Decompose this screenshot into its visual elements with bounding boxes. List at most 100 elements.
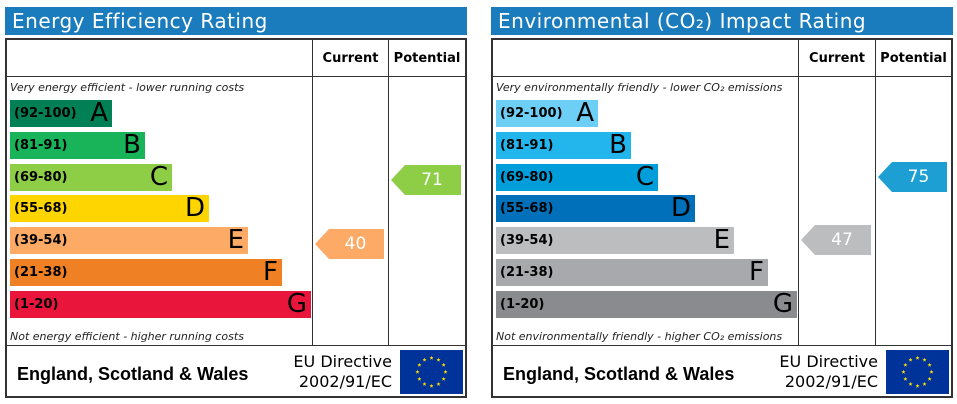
eu-star-icon (422, 357, 427, 362)
eu-star-icon (429, 355, 434, 360)
band-range-label: (69-80) (14, 169, 68, 185)
footer-divider (7, 345, 465, 346)
rating-band-f: (21-38) F (496, 257, 768, 287)
eu-star-icon (927, 376, 932, 381)
rating-band-e: (39-54) E (10, 225, 248, 256)
column-divider (388, 40, 389, 345)
band-range-label: (81-91) (500, 137, 554, 153)
eu-star-icon (922, 381, 927, 386)
band-range-label: (39-54) (500, 233, 554, 249)
eu-directive: EU Directive 2002/91/EC (768, 352, 878, 392)
rating-arrow-shape (391, 164, 461, 195)
band-letter-label: B (123, 129, 141, 160)
rating-band-d: (55-68) D (496, 193, 695, 224)
band-letter-label: D (670, 193, 691, 224)
band-range-label: (21-38) (500, 265, 554, 280)
eu-star-icon (929, 369, 934, 374)
column-divider (875, 40, 876, 345)
header-divider (7, 76, 465, 77)
band-letter-label: C (635, 161, 654, 192)
column-header-potential: Potential (393, 51, 461, 66)
footer-country: England, Scotland & Wales (17, 364, 249, 384)
band-range-label: (69-80) (500, 169, 554, 185)
band-range-label: (81-91) (14, 137, 68, 153)
band-letter-label: E (227, 225, 244, 256)
band-letter-label: E (713, 225, 730, 256)
eu-star-icon (915, 355, 920, 360)
rating-band-a: (92-100) A (496, 98, 598, 128)
band-letter-label: A (576, 98, 594, 128)
band-letter-label: F (263, 257, 278, 287)
footer-country: England, Scotland & Wales (503, 364, 735, 384)
band-range-label: (55-68) (14, 201, 68, 217)
eu-star-icon (415, 369, 420, 374)
top-note: Very energy efficient - lower running co… (10, 81, 245, 94)
band-letter-label: F (749, 257, 764, 287)
eu-star-icon (901, 369, 906, 374)
rating-arrow-shape (878, 161, 947, 192)
eu-star-icon (915, 383, 920, 388)
rating-arrow-current: 47 (801, 225, 871, 256)
eu-flag-icon (400, 350, 463, 394)
column-header-current: Current (322, 51, 379, 66)
eu-directive: EU Directive 2002/91/EC (282, 352, 392, 392)
band-range-label: (92-100) (500, 106, 563, 121)
rating-arrow-shape (801, 225, 871, 256)
eu-star-icon (927, 362, 932, 367)
bottom-note: Not energy efficient - higher running co… (10, 330, 244, 343)
band-range-label: (92-100) (14, 106, 77, 121)
environmental-impact-chart: Environmental (CO₂) Impact Rating Curren… (491, 0, 953, 404)
band-range-label: (21-38) (14, 265, 68, 280)
band-range-label: (39-54) (14, 233, 68, 249)
eu-directive-line1: EU Directive (293, 352, 392, 371)
rating-arrow-potential: 75 (878, 161, 947, 192)
eu-star-icon (436, 357, 441, 362)
eu-star-icon (443, 369, 448, 374)
band-range-label: (1-20) (14, 296, 59, 312)
rating-arrow-value: 47 (831, 230, 853, 251)
eu-star-icon (908, 381, 913, 386)
rating-band-e: (39-54) E (496, 225, 734, 256)
top-note: Very environmentally friendly - lower CO… (496, 81, 783, 94)
band-letter-label: B (609, 129, 627, 160)
band-letter-label: C (149, 161, 168, 192)
eu-star-icon (441, 362, 446, 367)
eu-star-icon (903, 376, 908, 381)
rating-band-b: (81-91) B (10, 129, 145, 160)
rating-band-g: (1-20) G (10, 288, 311, 319)
rating-arrow-value: 40 (344, 234, 367, 255)
energy-efficiency-chart: Energy Efficiency Rating Current Potenti… (5, 0, 467, 404)
eu-star-icon (429, 383, 434, 388)
footer-divider (493, 345, 951, 346)
band-letter-label: G (772, 288, 793, 319)
eu-star-icon (436, 381, 441, 386)
chart-title: Environmental (CO₂) Impact Rating (491, 7, 953, 35)
eu-star-icon (441, 376, 446, 381)
band-letter-label: A (90, 98, 108, 128)
chart-title: Energy Efficiency Rating (5, 7, 467, 35)
eu-star-icon (417, 376, 422, 381)
rating-band-f: (21-38) F (10, 257, 282, 287)
rating-band-d: (55-68) D (10, 193, 209, 224)
rating-arrow-value: 75 (907, 166, 930, 187)
eu-directive-line2: 2002/91/EC (784, 372, 878, 391)
chart-frame: Current Potential Very energy efficient … (5, 38, 467, 398)
column-header-potential: Potential (880, 51, 947, 66)
rating-band-c: (69-80) C (10, 161, 172, 192)
rating-band-c: (69-80) C (496, 161, 658, 192)
band-range-label: (1-20) (500, 296, 545, 312)
band-letter-label: G (286, 288, 307, 319)
rating-arrow-shape (315, 229, 384, 260)
eu-flag-icon (886, 350, 949, 394)
chart-frame: Current Potential Very environmentally f… (491, 38, 953, 398)
eu-star-icon (417, 362, 422, 367)
eu-directive-line2: 2002/91/EC (298, 372, 392, 391)
rating-band-b: (81-91) B (496, 129, 631, 160)
column-divider (312, 40, 313, 345)
eu-star-icon (908, 357, 913, 362)
band-letter-label: D (184, 193, 205, 224)
column-header-current: Current (809, 51, 865, 66)
rating-band-a: (92-100) A (10, 98, 112, 128)
bottom-note: Not environmentally friendly - higher CO… (496, 330, 783, 343)
eu-star-icon (903, 362, 908, 367)
